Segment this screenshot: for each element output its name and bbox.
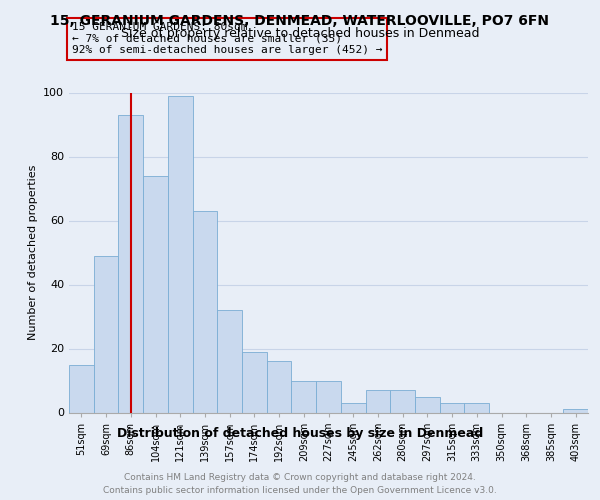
Bar <box>267 362 292 412</box>
Text: 15, GERANIUM GARDENS, DENMEAD, WATERLOOVILLE, PO7 6FN: 15, GERANIUM GARDENS, DENMEAD, WATERLOOV… <box>50 14 550 28</box>
Bar <box>563 410 588 412</box>
Bar <box>69 364 94 412</box>
Bar <box>415 396 440 412</box>
Y-axis label: Number of detached properties: Number of detached properties <box>28 165 38 340</box>
Bar <box>341 403 365 412</box>
Text: Contains public sector information licensed under the Open Government Licence v3: Contains public sector information licen… <box>103 486 497 495</box>
Bar <box>168 96 193 412</box>
Bar <box>292 380 316 412</box>
Bar <box>316 380 341 412</box>
Bar <box>193 211 217 412</box>
Text: Distribution of detached houses by size in Denmead: Distribution of detached houses by size … <box>117 428 483 440</box>
Bar <box>464 403 489 412</box>
Bar <box>365 390 390 412</box>
Bar <box>242 352 267 412</box>
Bar <box>143 176 168 412</box>
Bar <box>118 115 143 412</box>
Bar <box>94 256 118 412</box>
Bar <box>390 390 415 412</box>
Bar <box>440 403 464 412</box>
Text: Contains HM Land Registry data © Crown copyright and database right 2024.: Contains HM Land Registry data © Crown c… <box>124 472 476 482</box>
Bar <box>217 310 242 412</box>
Text: 15 GERANIUM GARDENS: 80sqm
← 7% of detached houses are smaller (35)
92% of semi-: 15 GERANIUM GARDENS: 80sqm ← 7% of detac… <box>71 22 382 56</box>
Text: Size of property relative to detached houses in Denmead: Size of property relative to detached ho… <box>121 28 479 40</box>
